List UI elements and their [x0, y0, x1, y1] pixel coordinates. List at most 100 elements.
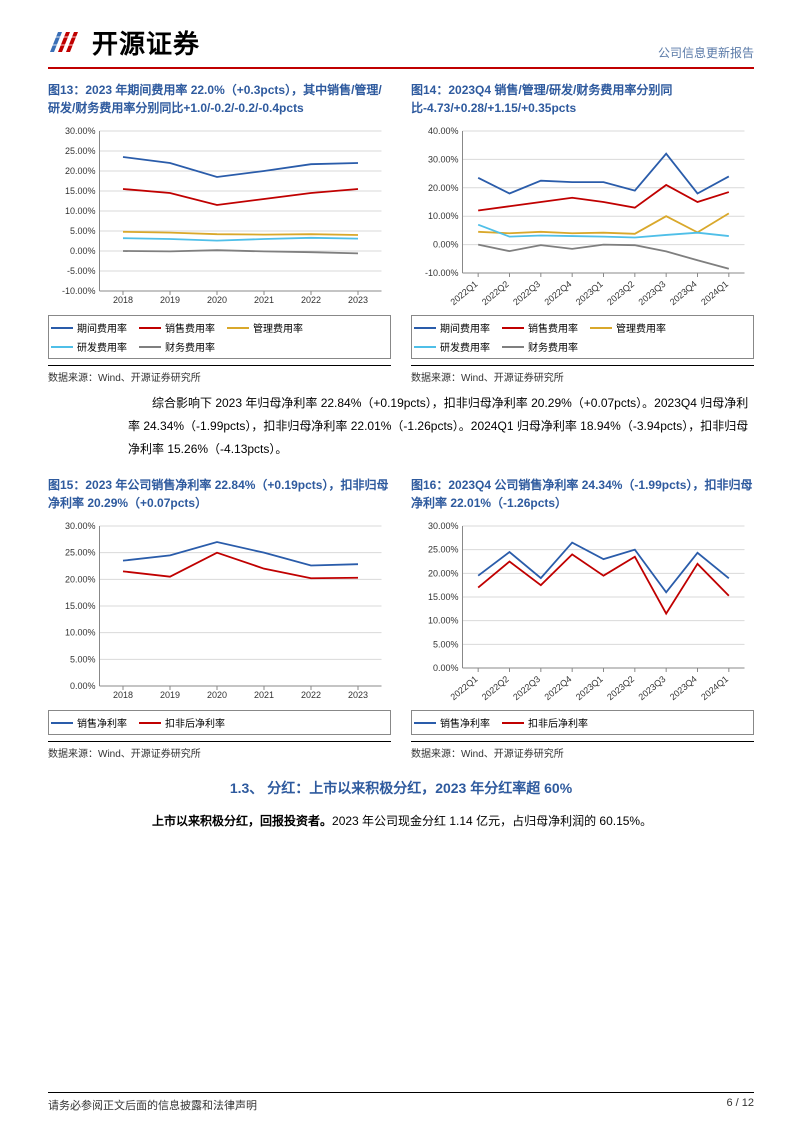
svg-text:2021: 2021: [254, 690, 274, 700]
svg-text:2022Q3: 2022Q3: [511, 279, 542, 307]
svg-text:30.00%: 30.00%: [65, 521, 96, 531]
figure-14: 图14：2023Q4 销售/管理/研发/财务费用率分别同比-4.73/+0.28…: [411, 81, 754, 384]
svg-text:25.00%: 25.00%: [65, 146, 96, 156]
svg-text:10.00%: 10.00%: [428, 211, 459, 221]
svg-text:2023Q3: 2023Q3: [636, 279, 667, 307]
logo: 开源证券: [48, 24, 200, 61]
svg-text:10.00%: 10.00%: [65, 206, 96, 216]
legend-item: 财务费用率: [502, 339, 578, 354]
svg-text:20.00%: 20.00%: [428, 183, 459, 193]
figure-13-title: 图13：2023 年期间费用率 22.0%（+0.3pcts），其中销售/管理/…: [48, 81, 391, 117]
svg-text:20.00%: 20.00%: [65, 166, 96, 176]
svg-text:2022: 2022: [301, 295, 321, 305]
figure-16-legend: 销售净利率扣非后净利率: [411, 710, 754, 735]
svg-text:2022Q2: 2022Q2: [480, 674, 511, 702]
svg-text:2024Q1: 2024Q1: [699, 674, 730, 702]
svg-text:20.00%: 20.00%: [65, 575, 96, 585]
page-footer: 请务必参阅正文后面的信息披露和法律声明 6 / 12: [48, 1092, 754, 1113]
section-1-3-heading: 1.3、 分红：上市以来积极分红，2023 年分红率超 60%: [48, 778, 754, 798]
svg-text:2022Q4: 2022Q4: [542, 674, 573, 702]
svg-text:0.00%: 0.00%: [70, 246, 96, 256]
figure-15-source: 数据来源：Wind、开源证券研究所: [48, 741, 391, 760]
svg-text:2022Q4: 2022Q4: [542, 279, 573, 307]
svg-text:2022: 2022: [301, 690, 321, 700]
legend-item: 销售费用率: [502, 320, 578, 335]
svg-text:30.00%: 30.00%: [65, 126, 96, 136]
legend-item: 期间费用率: [414, 320, 490, 335]
section-1-3-bold: 上市以来积极分红，回报投资者。: [152, 814, 332, 828]
svg-text:15.00%: 15.00%: [65, 601, 96, 611]
legend-item: 研发费用率: [414, 339, 490, 354]
footer-disclaimer: 请务必参阅正文后面的信息披露和法律声明: [48, 1097, 257, 1113]
svg-text:10.00%: 10.00%: [428, 616, 459, 626]
legend-item: 期间费用率: [51, 320, 127, 335]
svg-text:2023Q3: 2023Q3: [636, 674, 667, 702]
svg-text:2024Q1: 2024Q1: [699, 279, 730, 307]
svg-text:5.00%: 5.00%: [433, 640, 459, 650]
svg-text:2018: 2018: [113, 690, 133, 700]
legend-item: 销售净利率: [414, 715, 490, 730]
svg-text:2023: 2023: [348, 295, 368, 305]
svg-text:5.00%: 5.00%: [70, 226, 96, 236]
svg-text:30.00%: 30.00%: [428, 521, 459, 531]
logo-icon: [48, 26, 86, 60]
figure-row-1: 图13：2023 年期间费用率 22.0%（+0.3pcts），其中销售/管理/…: [48, 81, 754, 384]
legend-item: 管理费用率: [590, 320, 666, 335]
svg-text:-10.00%: -10.00%: [62, 286, 96, 296]
svg-text:2020: 2020: [207, 295, 227, 305]
legend-item: 财务费用率: [139, 339, 215, 354]
svg-text:2023Q2: 2023Q2: [605, 279, 636, 307]
svg-text:2021: 2021: [254, 295, 274, 305]
footer-page-number: 6 / 12: [726, 1097, 754, 1113]
svg-text:20.00%: 20.00%: [428, 569, 459, 579]
svg-text:15.00%: 15.00%: [65, 186, 96, 196]
svg-text:2023Q1: 2023Q1: [574, 279, 605, 307]
figure-14-legend: 期间费用率销售费用率管理费用率研发费用率财务费用率: [411, 315, 754, 359]
legend-item: 销售费用率: [139, 320, 215, 335]
page-header: 开源证券 公司信息更新报告: [48, 24, 754, 69]
section-1-3-rest: 2023 年公司现金分红 1.14 亿元，占归母净利润的 60.15%。: [332, 814, 652, 828]
svg-text:2018: 2018: [113, 295, 133, 305]
figure-16-chart: 0.00%5.00%10.00%15.00%20.00%25.00%30.00%…: [411, 518, 754, 708]
figure-14-source: 数据来源：Wind、开源证券研究所: [411, 365, 754, 384]
svg-text:2022Q2: 2022Q2: [480, 279, 511, 307]
svg-text:2023Q1: 2023Q1: [574, 674, 605, 702]
svg-text:15.00%: 15.00%: [428, 592, 459, 602]
svg-text:30.00%: 30.00%: [428, 154, 459, 164]
svg-text:0.00%: 0.00%: [433, 240, 459, 250]
figure-15-chart: 0.00%5.00%10.00%15.00%20.00%25.00%30.00%…: [48, 518, 391, 708]
legend-item: 研发费用率: [51, 339, 127, 354]
svg-text:0.00%: 0.00%: [70, 681, 96, 691]
svg-text:2019: 2019: [160, 690, 180, 700]
figure-14-title: 图14：2023Q4 销售/管理/研发/财务费用率分别同比-4.73/+0.28…: [411, 81, 754, 117]
figure-16-source: 数据来源：Wind、开源证券研究所: [411, 741, 754, 760]
svg-text:2019: 2019: [160, 295, 180, 305]
svg-text:25.00%: 25.00%: [65, 548, 96, 558]
paragraph-1: 综合影响下 2023 年归母净利率 22.84%（+0.19pcts），扣非归母…: [48, 392, 754, 460]
legend-item: 销售净利率: [51, 715, 127, 730]
svg-text:10.00%: 10.00%: [65, 628, 96, 638]
svg-text:-10.00%: -10.00%: [425, 268, 459, 278]
legend-item: 扣非后净利率: [139, 715, 225, 730]
figure-13-source: 数据来源：Wind、开源证券研究所: [48, 365, 391, 384]
svg-text:-5.00%: -5.00%: [67, 266, 96, 276]
figure-16: 图16：2023Q4 公司销售净利率 24.34%（-1.99pcts），扣非归…: [411, 476, 754, 760]
svg-text:2022Q3: 2022Q3: [511, 674, 542, 702]
report-type: 公司信息更新报告: [658, 44, 754, 61]
logo-text: 开源证券: [92, 24, 200, 61]
figure-13-chart: -10.00% -5.00% 0.00% 5.00% 10.00% 15.00% 20.00…: [48, 123, 391, 313]
figure-14-chart: -10.00% 0.00% 10.00% 20.00% 30.00% 40.00% 2022…: [411, 123, 754, 313]
svg-text:2023Q2: 2023Q2: [605, 674, 636, 702]
figure-16-title: 图16：2023Q4 公司销售净利率 24.34%（-1.99pcts），扣非归…: [411, 476, 754, 512]
svg-text:40.00%: 40.00%: [428, 126, 459, 136]
legend-item: 扣非后净利率: [502, 715, 588, 730]
svg-text:2022Q1: 2022Q1: [448, 674, 479, 702]
svg-text:25.00%: 25.00%: [428, 545, 459, 555]
svg-text:2023: 2023: [348, 690, 368, 700]
figure-13-legend: 期间费用率销售费用率管理费用率研发费用率财务费用率: [48, 315, 391, 359]
svg-text:2020: 2020: [207, 690, 227, 700]
svg-text:2023Q4: 2023Q4: [668, 674, 699, 702]
figure-15-legend: 销售净利率扣非后净利率: [48, 710, 391, 735]
figure-15: 图15：2023 年公司销售净利率 22.84%（+0.19pcts），扣非归母…: [48, 476, 391, 760]
legend-item: 管理费用率: [227, 320, 303, 335]
